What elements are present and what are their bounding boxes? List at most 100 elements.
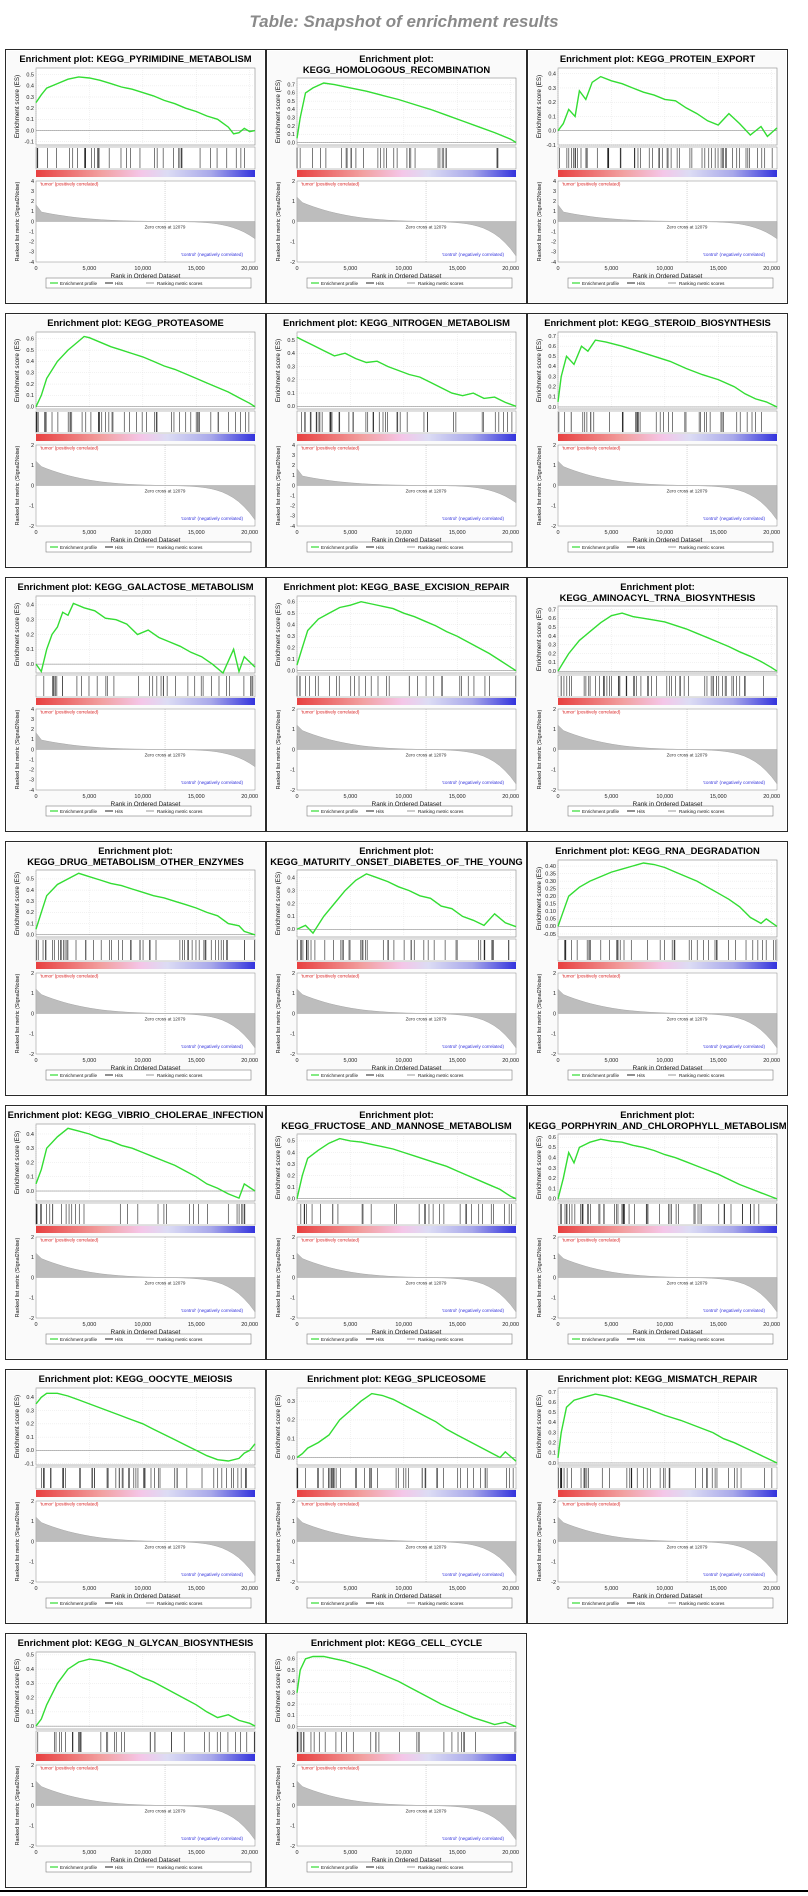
y-tick-label: 0.1	[287, 132, 295, 138]
y-axis-label: Enrichment score (ES)	[536, 75, 543, 138]
ranking-color-bar	[297, 698, 516, 705]
rank-axis-label: Ranked list metric (Signal2Noise)	[537, 181, 543, 261]
y-tick-label: 0.30	[545, 879, 556, 885]
rank-tick-label: 0	[31, 1539, 34, 1545]
enrichment-panel: Enrichment plot: KEGG_GALACTOSE_METABOLI…	[5, 577, 266, 832]
rank-tick-label: 2	[553, 971, 556, 977]
rank-tick-label: 0	[31, 1011, 34, 1017]
rank-tick-label: 1	[31, 1519, 34, 1525]
chart-title: KEGG_DRUG_METABOLISM_OTHER_ENZYMES	[27, 856, 244, 867]
legend-metric-label: Ranking metric scores	[157, 1865, 203, 1870]
y-tick-label: 0.3	[26, 1681, 34, 1687]
x-tick-label: 0	[556, 266, 559, 272]
rank-tick-label: -1	[551, 768, 556, 774]
page-title: Table: Snapshot of enrichment results	[249, 12, 559, 31]
y-tick-label: 0.0	[548, 1461, 556, 1467]
x-tick-label: 5,000	[344, 1586, 358, 1592]
enrichment-profile-line	[35, 1658, 256, 1727]
y-tick-label: 0.7	[548, 1390, 556, 1396]
legend-metric-label: Ranking metric scores	[679, 1337, 725, 1342]
hits-strip	[296, 938, 517, 962]
rank-tick-label: 1	[553, 1519, 556, 1525]
y-tick-label: 0.0	[26, 128, 34, 134]
legend-hits-label: Hits	[115, 1337, 124, 1342]
enrichment-profile-line	[296, 600, 517, 672]
hits-strip	[296, 146, 517, 170]
legend-profile-label: Enrichment profile	[321, 809, 358, 814]
hits-strip	[557, 146, 778, 170]
y-axis-label: Enrichment score (ES)	[14, 75, 21, 138]
y-tick-label: 0.3	[26, 1146, 34, 1152]
x-tick-label: 0	[34, 1322, 37, 1328]
legend-profile-label: Enrichment profile	[60, 281, 97, 286]
rank-tick-label: -1	[29, 1032, 34, 1038]
y-tick-label: 0.3	[287, 1691, 295, 1697]
rank-axis-label: Ranked list metric (Signal2Noise)	[276, 181, 282, 261]
y-tick-label: 0.3	[287, 364, 295, 370]
x-axis-label: Rank in Ordered Dataset	[111, 1593, 181, 1600]
rank-tick-label: 2	[31, 1235, 34, 1241]
y-tick-label: 0.1	[26, 647, 34, 653]
positive-correlation-label: 'tumor' (positively correlated)	[40, 1766, 99, 1771]
x-tick-label: 5,000	[83, 530, 97, 536]
y-tick-label: 0.4	[548, 72, 556, 78]
zero-cross-label: Zero cross at 12079	[145, 1809, 186, 1814]
y-axis-label: Enrichment score (ES)	[536, 608, 543, 671]
zero-cross-label: Zero cross at 12079	[406, 1017, 447, 1022]
y-tick-label: 0.4	[26, 84, 34, 90]
y-tick-label: 0.3	[26, 371, 34, 377]
es-plot-area	[35, 1387, 256, 1466]
x-axis-label: Rank in Ordered Dataset	[633, 273, 703, 280]
rank-tick-label: 2	[31, 1763, 34, 1769]
y-tick-label: 0.1	[548, 1186, 556, 1192]
y-tick-label: 0.1	[287, 1185, 295, 1191]
es-plot-area	[557, 1387, 778, 1466]
chart-title: Enrichment plot:	[359, 1109, 433, 1120]
enrichment-chart: Enrichment plot: KEGG_NITROGEN_METABOLIS…	[268, 315, 525, 566]
rank-tick-label: 0	[292, 1011, 295, 1017]
x-tick-label: 20,000	[502, 1322, 519, 1328]
rank-tick-label: -1	[551, 504, 556, 510]
x-tick-label: 0	[295, 1058, 298, 1064]
x-tick-label: 10,000	[134, 530, 151, 536]
enrichment-panel: Enrichment plot: KEGG_VIBRIO_CHOLERAE_IN…	[5, 1105, 266, 1360]
x-tick-label: 5,000	[605, 1058, 619, 1064]
rank-tick-label: -2	[29, 1052, 34, 1058]
rank-axis-label: Ranked list metric (Signal2Noise)	[15, 181, 21, 261]
ranking-metric-fill	[35, 1516, 256, 1577]
negative-correlation-label: 'control' (negatively correlated)	[181, 1836, 244, 1841]
y-tick-label: 0.2	[287, 124, 295, 130]
rank-tick-label: 1	[292, 1783, 295, 1789]
positive-correlation-label: 'tumor' (positively correlated)	[40, 446, 99, 451]
chart-title: Enrichment plot:	[98, 845, 172, 856]
rank-tick-label: -1	[290, 240, 295, 246]
enrichment-profile-line	[296, 336, 517, 407]
y-tick-label: 0.6	[26, 337, 34, 343]
y-axis-label: Enrichment score (ES)	[536, 867, 543, 930]
y-tick-label: -0.1	[25, 139, 34, 145]
x-tick-label: 15,000	[710, 1586, 727, 1592]
rank-tick-label: -1	[29, 1296, 34, 1302]
rank-tick-label: -2	[29, 1316, 34, 1322]
y-tick-label: 0.3	[287, 1162, 295, 1168]
y-tick-label: 0.3	[548, 643, 556, 649]
y-tick-label: -0.1	[547, 143, 556, 149]
rank-tick-label: -2	[29, 1844, 34, 1850]
es-plot-area	[296, 1387, 517, 1466]
rank-tick-label: -4	[29, 788, 34, 794]
y-tick-label: 0.3	[26, 95, 34, 101]
legend-metric-label: Ranking metric scores	[418, 1337, 464, 1342]
enrichment-chart: Enrichment plot: KEGG_PYRIMIDINE_METABOL…	[7, 51, 264, 302]
rank-tick-label: 2	[553, 707, 556, 713]
rank-tick-label: -2	[551, 240, 556, 246]
x-tick-label: 15,000	[188, 266, 205, 272]
x-tick-label: 0	[556, 794, 559, 800]
y-tick-label: 0.6	[548, 1400, 556, 1406]
legend-hits-label: Hits	[637, 545, 646, 550]
ranking-color-bar	[297, 434, 516, 441]
negative-correlation-label: 'control' (negatively correlated)	[442, 1308, 505, 1313]
rank-tick-label: 3	[553, 189, 556, 195]
x-tick-label: 0	[34, 1586, 37, 1592]
x-tick-label: 5,000	[605, 266, 619, 272]
rank-tick-label: -1	[29, 1560, 34, 1566]
